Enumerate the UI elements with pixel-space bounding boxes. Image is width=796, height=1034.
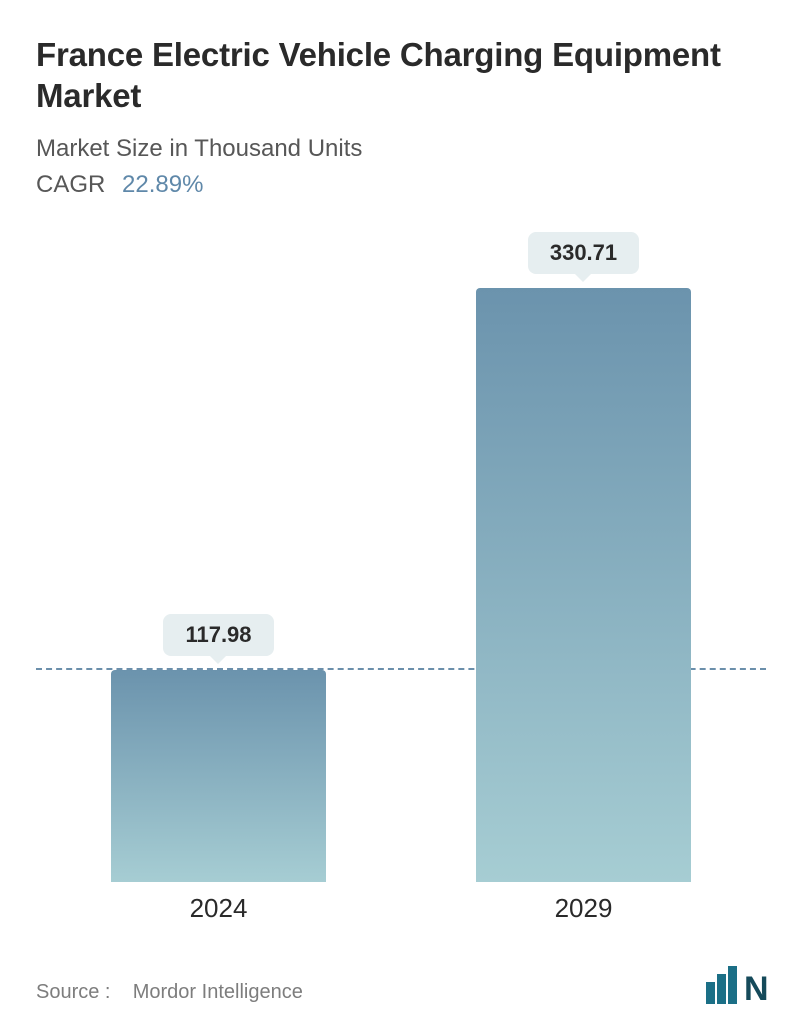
x-axis-label: 2029 — [423, 893, 744, 924]
cagr-label: CAGR — [36, 171, 105, 198]
brand-logo: N — [706, 964, 768, 1004]
logo-icon: N — [706, 964, 768, 1004]
chart-title: France Electric Vehicle Charging Equipme… — [36, 34, 760, 117]
source-name: Mordor Intelligence — [133, 981, 303, 1003]
chart-area: 117.98 330.71 2024 2029 — [36, 228, 766, 924]
cagr-value: 22.89% — [122, 171, 203, 198]
bar-value-label: 330.71 — [528, 232, 639, 274]
source-label: Source : — [36, 981, 110, 1003]
x-axis-label: 2024 — [58, 893, 379, 924]
bar — [111, 670, 326, 882]
bars-container: 117.98 330.71 — [36, 228, 766, 882]
x-axis: 2024 2029 — [36, 893, 766, 924]
source-attribution: Source : Mordor Intelligence — [36, 981, 303, 1004]
bar-group: 117.98 — [58, 614, 379, 882]
bar — [476, 288, 691, 882]
chart-subtitle: Market Size in Thousand Units — [36, 135, 760, 163]
bar-group: 330.71 — [423, 232, 744, 882]
cagr-row: CAGR 22.89% — [36, 171, 760, 199]
bar-value-label: 117.98 — [163, 614, 273, 656]
svg-text:N: N — [744, 970, 768, 1004]
